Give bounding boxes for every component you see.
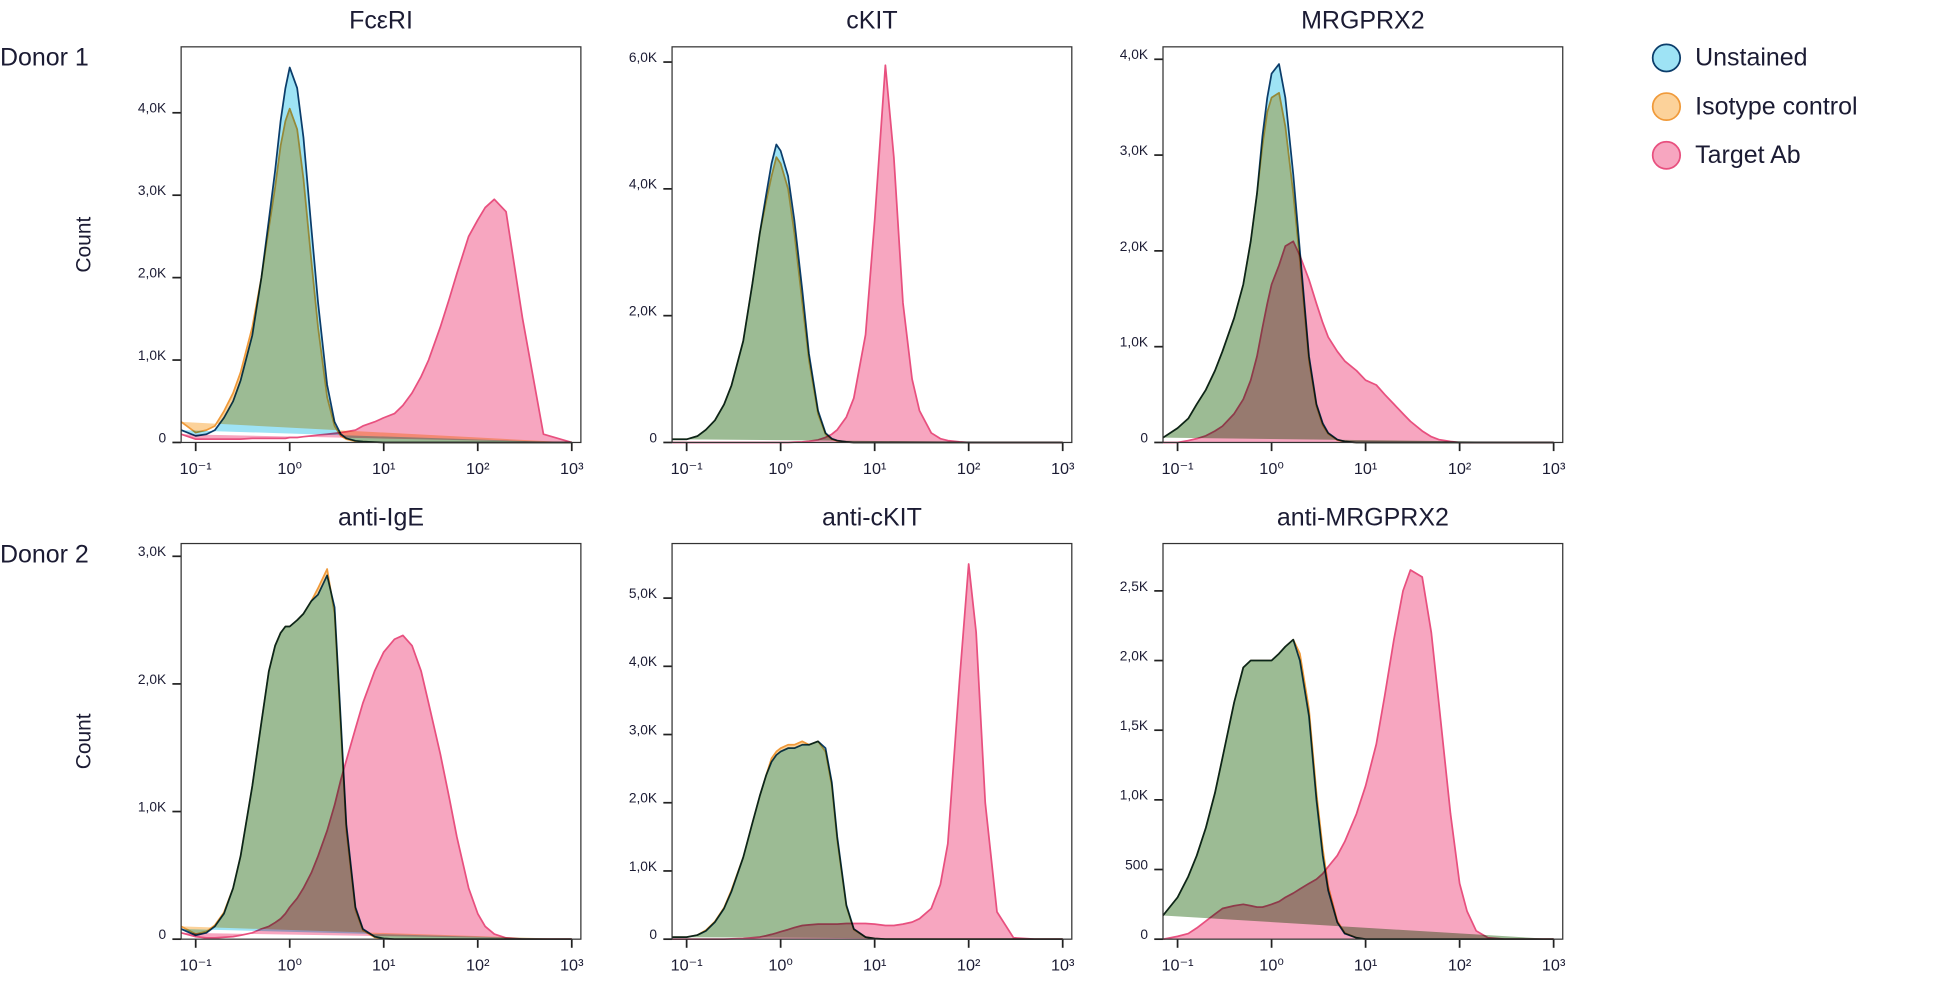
y-tick-label: 0 (1140, 927, 1148, 942)
legend-label: Target Ab (1695, 142, 1800, 169)
x-tick-label: 10³ (560, 957, 584, 975)
y-tick-label: 4,0K (1120, 47, 1148, 62)
x-tick-label: 10⁻¹ (671, 957, 704, 975)
x-tick-label: 10⁻¹ (1162, 957, 1195, 975)
y-tick-label: 6,0K (629, 50, 657, 65)
row-label: Donor 1 (0, 45, 89, 72)
x-tick-label: 10³ (560, 460, 584, 478)
y-tick-label: 4,0K (629, 177, 657, 192)
x-tick-label: 10⁰ (277, 957, 302, 975)
x-tick-label: 10¹ (372, 957, 396, 975)
histogram-area (180, 198, 573, 444)
y-tick-label: 1,0K (1120, 335, 1148, 350)
histogram-area (672, 740, 1063, 941)
x-tick-label: 10⁰ (768, 460, 793, 478)
x-tick-label: 10⁰ (1259, 957, 1284, 975)
histogram-area (672, 563, 1063, 941)
x-tick-label: 10¹ (372, 460, 396, 478)
y-tick-label: 0 (649, 927, 657, 942)
plot-frame (180, 46, 582, 444)
x-tick-label: 10² (466, 957, 490, 975)
legend-swatch (1651, 92, 1682, 122)
histogram-area (1162, 569, 1554, 941)
plot-frame (1162, 542, 1564, 940)
x-tick-label: 10¹ (1354, 957, 1378, 975)
x-tick-label: 10⁻¹ (1162, 460, 1195, 478)
y-tick-label: 1,0K (138, 348, 166, 363)
y-tick-label: 4,0K (629, 654, 657, 669)
x-tick-label: 10⁰ (768, 957, 793, 975)
y-tick-label: 1,0K (1120, 788, 1148, 803)
x-tick-label: 10³ (1542, 460, 1566, 478)
x-tick-label: 10⁻¹ (180, 460, 213, 478)
y-tick-label: 3,0K (1120, 143, 1148, 158)
x-tick-label: 10¹ (1354, 460, 1378, 478)
x-tick-label: 10¹ (863, 957, 887, 975)
y-tick-label: 0 (159, 430, 167, 445)
histogram-area (180, 634, 572, 941)
y-tick-label: 3,0K (138, 183, 166, 198)
x-tick-label: 10³ (1051, 460, 1075, 478)
plot-frame (671, 542, 1073, 940)
y-tick-label: 2,0K (138, 672, 166, 687)
y-tick-label: 5,0K (629, 586, 657, 601)
chart-title: anti-MRGPRX2 (1277, 505, 1449, 532)
x-tick-label: 10⁰ (277, 460, 302, 478)
y-tick-label: 4,0K (138, 101, 166, 116)
y-tick-label: 2,5K (1120, 579, 1148, 594)
y-tick-label: 3,0K (629, 722, 657, 737)
y-tick-label: 0 (1140, 430, 1148, 445)
x-tick-label: 10¹ (863, 460, 887, 478)
histogram-area (1163, 240, 1554, 444)
legend-label: Isotype control (1695, 93, 1857, 120)
y-tick-label: 2,0K (138, 266, 166, 281)
x-tick-label: 10² (1448, 460, 1472, 478)
y-tick-label: 2,0K (629, 791, 657, 806)
y-tick-label: 0 (649, 430, 657, 445)
row-label: Donor 2 (0, 542, 89, 569)
y-tick-label: 2,0K (1120, 649, 1148, 664)
y-tick-label: 2,0K (629, 304, 657, 319)
chart-title: MRGPRX2 (1301, 8, 1424, 35)
plot-frame (1162, 46, 1564, 444)
y-tick-label: 1,0K (629, 859, 657, 874)
y-tick-label: 1,5K (1120, 718, 1148, 733)
legend-swatch (1651, 43, 1682, 73)
x-tick-label: 10² (466, 460, 490, 478)
chart-title: cKIT (846, 8, 897, 35)
legend-swatch (1651, 140, 1682, 170)
x-tick-label: 10³ (1051, 957, 1075, 975)
y-axis-label: Count (72, 217, 95, 273)
chart-title: anti-cKIT (822, 505, 922, 532)
x-tick-label: 10² (957, 957, 981, 975)
plot-frame (180, 542, 582, 940)
chart-title: anti-IgE (338, 505, 424, 532)
y-tick-label: 1,0K (138, 800, 166, 815)
x-tick-label: 10⁰ (1259, 460, 1284, 478)
x-tick-label: 10⁻¹ (180, 957, 213, 975)
plot-frame (671, 46, 1073, 444)
y-tick-label: 500 (1125, 857, 1148, 872)
x-tick-label: 10² (1448, 957, 1472, 975)
x-tick-label: 10⁻¹ (671, 460, 704, 478)
y-axis-label: Count (72, 713, 95, 769)
x-tick-label: 10² (957, 460, 981, 478)
y-tick-label: 0 (159, 927, 167, 942)
y-tick-label: 2,0K (1120, 239, 1148, 254)
x-tick-label: 10³ (1542, 957, 1566, 975)
y-tick-label: 3,0K (138, 544, 166, 559)
legend-label: Unstained (1695, 45, 1807, 72)
chart-title: FcεRI (349, 8, 413, 35)
